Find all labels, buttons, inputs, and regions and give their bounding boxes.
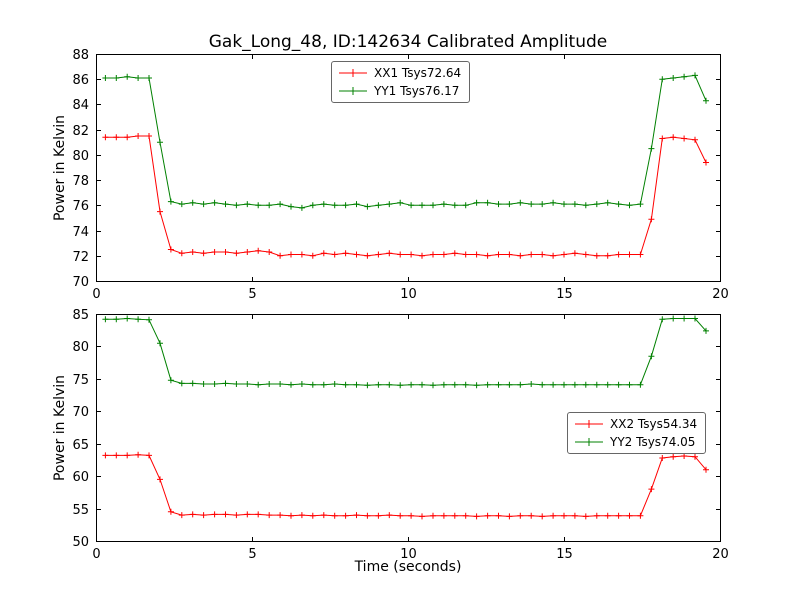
svg-text:20: 20: [712, 287, 729, 302]
svg-text:86: 86: [72, 73, 89, 88]
legend-entry-xx1: XX1 Tsys72.64: [337, 65, 461, 81]
legend-entry-yy1: YY1 Tsys76.17: [337, 83, 461, 99]
legend-entry-yy2: YY2 Tsys74.05: [573, 434, 697, 450]
svg-text:74: 74: [72, 225, 89, 240]
svg-text:5: 5: [248, 287, 256, 302]
svg-text:0: 0: [92, 547, 100, 562]
legend-line-green-icon: [339, 87, 367, 95]
svg-text:60: 60: [72, 470, 89, 485]
svg-text:50: 50: [72, 535, 89, 550]
legend-line-red-icon: [339, 69, 367, 77]
legend-label: YY2 Tsys74.05: [610, 435, 696, 449]
svg-text:10: 10: [400, 547, 417, 562]
svg-text:5: 5: [248, 547, 256, 562]
legend-label: XX2 Tsys54.34: [610, 417, 698, 431]
svg-text:70: 70: [72, 405, 89, 420]
chart-title: Gak_Long_48, ID:142634 Calibrated Amplit…: [208, 32, 608, 52]
svg-text:20: 20: [712, 547, 729, 562]
svg-text:15: 15: [556, 287, 573, 302]
legend-line-green-icon: [575, 438, 603, 446]
svg-text:80: 80: [72, 149, 89, 164]
x-axis-label: Time (seconds): [354, 559, 462, 575]
svg-text:15: 15: [556, 547, 573, 562]
legend-bottom: XX2 Tsys54.34 YY2 Tsys74.05: [567, 412, 707, 454]
svg-text:75: 75: [72, 373, 89, 388]
svg-text:65: 65: [72, 438, 89, 453]
svg-text:76: 76: [72, 199, 89, 214]
svg-text:88: 88: [72, 48, 89, 63]
legend-label: YY1 Tsys76.17: [374, 84, 460, 98]
svg-text:72: 72: [72, 250, 89, 265]
svg-text:70: 70: [72, 275, 89, 290]
svg-text:0: 0: [92, 287, 100, 302]
legend-entry-xx2: XX2 Tsys54.34: [573, 416, 697, 432]
svg-text:84: 84: [72, 98, 89, 113]
legend-line-red-icon: [575, 420, 603, 428]
y-axis-label-bottom: Power in Kelvin: [52, 374, 68, 482]
legend-label: XX1 Tsys72.64: [374, 66, 462, 80]
svg-text:85: 85: [72, 308, 89, 323]
legend-top: XX1 Tsys72.64 YY1 Tsys76.17: [331, 61, 471, 103]
y-axis-label-top: Power in Kelvin: [52, 114, 68, 222]
svg-text:55: 55: [72, 503, 89, 518]
svg-text:78: 78: [72, 174, 89, 189]
svg-text:10: 10: [400, 287, 417, 302]
svg-text:80: 80: [72, 340, 89, 355]
svg-text:82: 82: [72, 124, 89, 139]
